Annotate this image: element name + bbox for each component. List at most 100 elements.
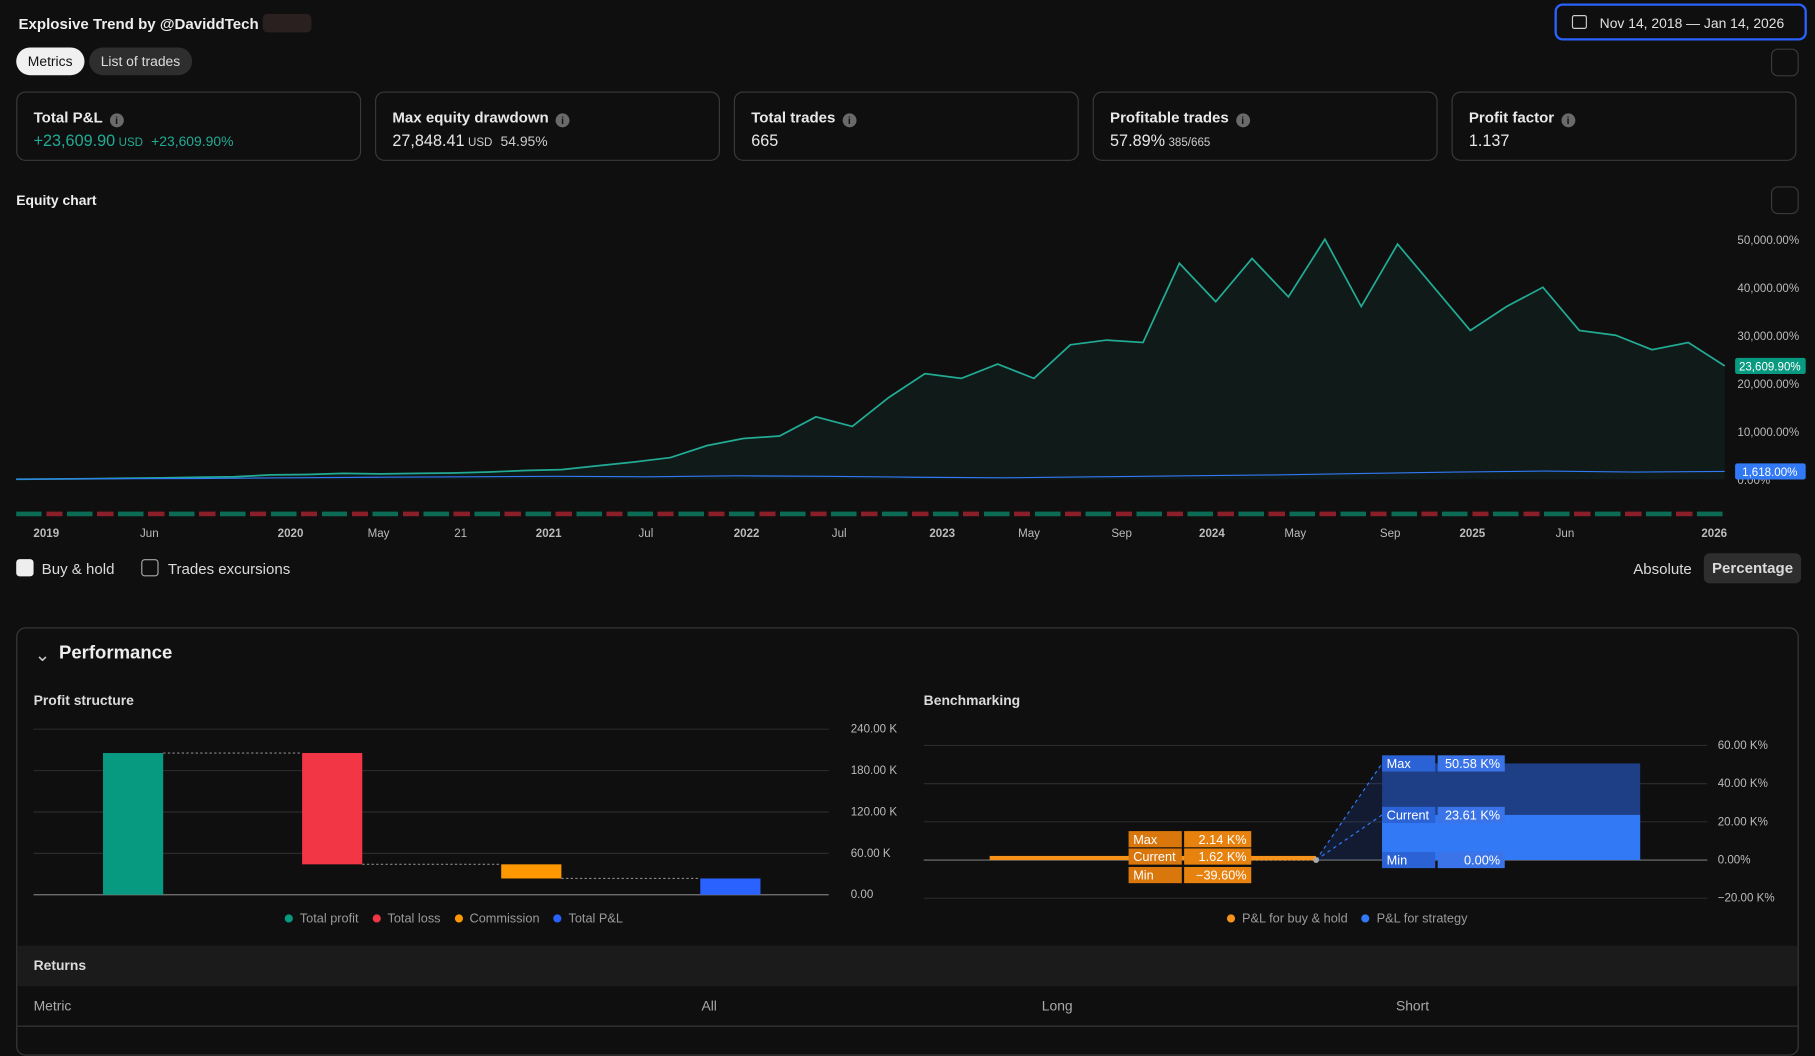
x-tick-label: 2026 — [1701, 528, 1727, 540]
excursions-label[interactable]: Trades excursions — [167, 560, 291, 578]
benchmark-legend: P&L for buy & hold P&L for strategy — [1213, 912, 1467, 926]
metric-value-text: +23,609.90 — [33, 130, 116, 150]
metric-label-text: Profit factor — [1468, 108, 1555, 127]
metric-label: Max equity drawdown i — [392, 108, 570, 128]
x-tick-label: 2025 — [1459, 528, 1485, 540]
metric-card: Max equity drawdown i 27,848.41 USD 54.95% — [375, 91, 720, 161]
column-header: Short — [1395, 997, 1430, 1014]
column-header: Long — [1041, 997, 1073, 1014]
legend-dot — [454, 914, 463, 923]
legend-dot — [1361, 914, 1370, 923]
benchmarking-title: Benchmarking — [923, 692, 1021, 709]
x-tick-label: 2020 — [278, 528, 304, 540]
legend-label: Commission — [469, 912, 540, 926]
y-tick-label: 50,000.00% — [1737, 235, 1799, 247]
metric-value-text: 27,848.41 — [392, 130, 465, 150]
metric-value: 665 — [751, 131, 778, 150]
percentage-toggle[interactable]: Percentage — [1703, 553, 1802, 584]
date-range: Nov 14, 2018 — Jan 14, 2026 — [1599, 15, 1785, 32]
legend-label: P&L for strategy — [1376, 912, 1468, 926]
layout-button[interactable] — [1770, 48, 1799, 77]
info-icon: i — [555, 113, 570, 128]
returns-title: Returns — [33, 957, 87, 974]
excursions-checkbox[interactable] — [141, 559, 159, 577]
x-tick-label: May — [368, 528, 390, 540]
x-tick-label: 2019 — [33, 528, 59, 540]
metrics-tab[interactable]: Metrics — [16, 47, 85, 76]
metric-extra: +23,609.90% — [151, 133, 234, 150]
legend-label: Total loss — [387, 912, 441, 926]
absolute-toggle[interactable]: Absolute — [1633, 560, 1692, 578]
metric-card: Total P&L i +23,609.90 USD +23,609.90% — [16, 91, 362, 161]
performance-panel — [16, 627, 1799, 1056]
current-badge-label: 23,609.90% — [1739, 362, 1801, 374]
strategy-icons[interactable] — [262, 13, 312, 33]
metric-value-text: 57.89% — [1110, 130, 1166, 150]
metric-label: Profit factor i — [1469, 109, 1575, 128]
legend-dot — [372, 914, 381, 923]
metric-label-text: Total trades — [751, 108, 836, 127]
metric-value: 57.89% 385/665 — [1110, 131, 1210, 150]
x-tick-label: 2022 — [734, 528, 760, 540]
x-tick-label: May — [1018, 528, 1040, 540]
metric-value-text: 1.137 — [1468, 130, 1510, 150]
buy-hold-checkbox[interactable] — [16, 559, 34, 577]
x-tick-label: 2021 — [536, 528, 562, 540]
strategy-title[interactable]: Explosive Trend by @DaviddTech — [18, 15, 259, 33]
equity-line — [16, 470, 1725, 480]
metric-label-text: Profitable trades — [1110, 108, 1229, 127]
current-badge-label: 1,618.00% — [1742, 467, 1797, 479]
buy-hold-label[interactable]: Buy & hold — [41, 560, 115, 578]
legend-label: P&L for buy & hold — [1241, 912, 1348, 926]
equity-area — [16, 239, 1725, 480]
metric-label-text: Total P&L — [33, 108, 103, 127]
x-tick-label: May — [1284, 528, 1306, 540]
column-header: All — [701, 997, 717, 1014]
x-tick-label: Jul — [638, 528, 653, 540]
x-tick-label: Sep — [1380, 528, 1401, 540]
metric-card: Profit factor i 1.137 — [1451, 91, 1797, 161]
x-tick-label: Jun — [1556, 528, 1575, 540]
y-tick-label: 40,000.00% — [1737, 283, 1799, 295]
x-tick-label: Jun — [140, 528, 159, 540]
metric-label-text: Max equity drawdown — [392, 108, 549, 127]
metric-value: 27,848.41 USD 54.95% — [392, 131, 547, 150]
returns-header — [17, 945, 1798, 987]
y-tick-label: 20,000.00% — [1737, 379, 1799, 391]
x-tick-label: 2023 — [929, 528, 955, 540]
legend-label: Total P&L — [568, 912, 623, 926]
date-range-picker[interactable]: Nov 14, 2018 — Jan 14, 2026 — [1554, 3, 1807, 41]
x-tick-label: Sep — [1111, 528, 1132, 540]
metric-label: Total P&L i — [34, 109, 124, 128]
legend-label: Total profit — [299, 912, 359, 926]
info-icon: i — [109, 113, 124, 128]
legend-dot — [553, 914, 562, 923]
legend-dot — [284, 914, 293, 923]
fullscreen-button[interactable] — [1770, 186, 1799, 215]
x-tick-label: 21 — [454, 528, 467, 540]
metric-label: Profitable trades i — [1110, 109, 1250, 128]
metric-unit: USD — [118, 136, 144, 150]
x-tick-label: Jul — [832, 528, 847, 540]
current-badge — [1735, 463, 1806, 480]
current-badge — [1735, 357, 1806, 375]
metric-label: Total trades i — [751, 108, 857, 128]
metric-extra: 54.95% — [500, 133, 548, 150]
equity-line — [16, 237, 1726, 481]
info-icon: i — [1561, 113, 1575, 128]
table-rule — [17, 1025, 1798, 1027]
legend-dot — [1226, 914, 1236, 923]
trades-tab[interactable]: List of trades — [89, 47, 192, 76]
metric-value: +23,609.90 USD +23,609.90% — [34, 131, 234, 150]
metric-value: 1.137 — [1469, 131, 1510, 150]
metric-unit: USD — [467, 136, 493, 150]
metric-card: Total trades i 665 — [733, 91, 1079, 161]
x-tick-label: 2024 — [1199, 528, 1225, 540]
info-icon: i — [842, 113, 857, 128]
column-header: Metric — [33, 997, 72, 1014]
trades-strip — [16, 511, 1725, 517]
collapse-chevron[interactable]: ⌄ — [34, 645, 51, 666]
performance-title[interactable]: Performance — [59, 643, 173, 664]
